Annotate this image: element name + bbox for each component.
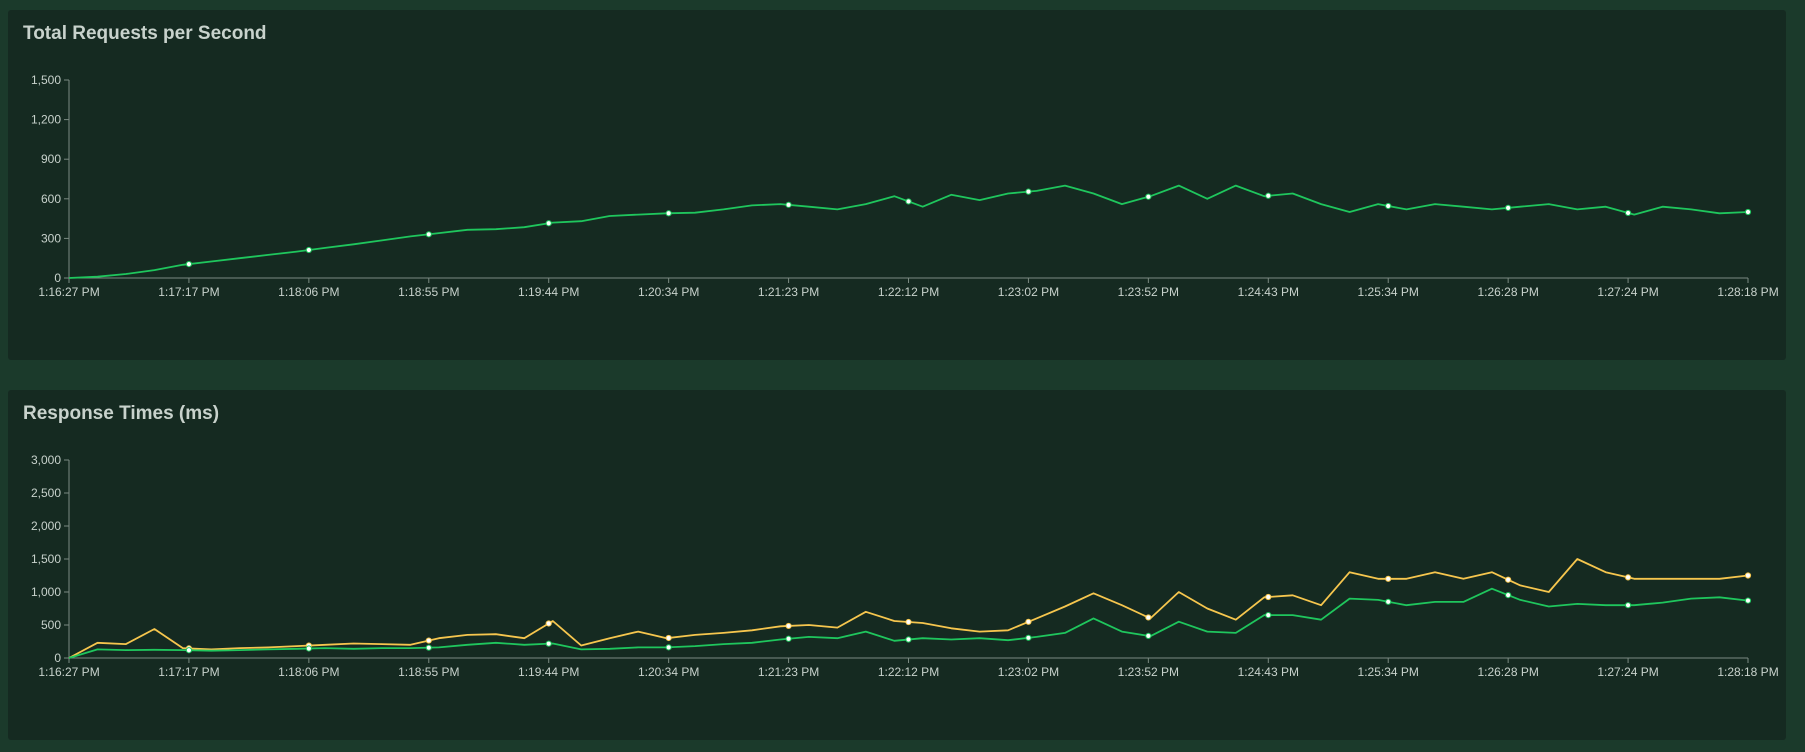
x-tick-label: 1:17:17 PM <box>158 665 219 679</box>
data-point <box>905 198 912 205</box>
x-tick-label: 1:22:12 PM <box>878 285 939 299</box>
x-tick-label: 1:24:43 PM <box>1238 665 1299 679</box>
series-line <box>68 558 1749 659</box>
x-tick-label: 1:18:06 PM <box>278 285 339 299</box>
data-point <box>1624 209 1632 217</box>
data-point <box>785 635 792 642</box>
x-tick-label: 1:17:17 PM <box>158 285 219 299</box>
response-times-panel: Response Times (ms) 0 500 1,000 1,500 2,000 2… <box>8 390 1786 740</box>
data-point <box>1385 598 1392 605</box>
x-tick-label: 1:18:55 PM <box>398 665 459 679</box>
data-point <box>1744 208 1752 216</box>
y-tick-label: 1,200 <box>31 113 61 127</box>
data-point <box>1265 192 1272 199</box>
data-point <box>545 620 552 627</box>
data-point <box>905 636 912 643</box>
data-point <box>1385 202 1392 210</box>
data-point <box>1505 592 1512 599</box>
data-point <box>1744 572 1752 579</box>
data-point <box>665 210 672 217</box>
data-point <box>425 231 432 238</box>
data-point <box>785 201 792 208</box>
x-tick-label: 1:26:28 PM <box>1477 665 1538 679</box>
y-tick-label: 0 <box>54 651 61 665</box>
data-point <box>425 637 432 644</box>
x-tick-label: 1:23:52 PM <box>1118 665 1179 679</box>
data-point <box>1624 574 1632 581</box>
x-tick-label: 1:27:24 PM <box>1597 285 1658 299</box>
y-tick-label: 900 <box>41 152 61 166</box>
x-tick-label: 1:23:02 PM <box>998 665 1059 679</box>
y-tick-label: 1,500 <box>31 552 61 566</box>
x-tick-label: 1:16:27 PM <box>38 665 99 679</box>
data-point <box>185 260 193 268</box>
data-point <box>545 640 552 647</box>
x-tick-label: 1:20:34 PM <box>638 665 699 679</box>
y-tick-label: 1,500 <box>31 73 61 87</box>
y-tick-label: 0 <box>54 271 61 285</box>
x-tick-label: 1:22:12 PM <box>878 665 939 679</box>
y-tick-label: 500 <box>41 618 61 632</box>
x-tick-label: 1:25:34 PM <box>1358 665 1419 679</box>
x-tick-label: 1:24:43 PM <box>1238 285 1299 299</box>
x-tick-label: 1:23:02 PM <box>998 285 1059 299</box>
data-point <box>905 618 912 626</box>
data-point <box>1145 193 1152 200</box>
data-point <box>1505 576 1512 583</box>
data-point <box>305 246 312 254</box>
data-point <box>1385 575 1392 582</box>
y-tick-label: 2,000 <box>31 519 61 533</box>
x-tick-label: 1:23:52 PM <box>1118 285 1179 299</box>
x-tick-label: 1:25:34 PM <box>1358 285 1419 299</box>
data-point <box>1025 618 1032 625</box>
data-point <box>785 622 792 630</box>
x-tick-label: 1:28:18 PM <box>1717 665 1778 679</box>
y-tick-label: 1,000 <box>31 585 61 599</box>
data-point <box>425 644 432 651</box>
panel-title: Total Requests per Second <box>23 23 267 44</box>
y-tick-label: 600 <box>41 192 61 206</box>
data-point <box>1025 634 1032 641</box>
data-point <box>1744 597 1752 604</box>
y-tick-label: 300 <box>41 231 61 245</box>
data-point <box>1624 602 1632 609</box>
data-point <box>1145 614 1152 621</box>
data-point <box>1025 188 1032 195</box>
data-point <box>665 634 672 642</box>
x-tick-label: 1:19:44 PM <box>518 665 579 679</box>
data-point <box>1265 612 1272 619</box>
data-point <box>1145 632 1152 639</box>
requests-per-second-chart: 0 300 600 900 1,200 1,500 1:16:27 PM 1:17:17 PM… <box>31 73 1779 299</box>
data-point <box>1265 593 1272 601</box>
requests-per-second-panel: Total Requests per Second 0 300 600 900 1,20… <box>8 10 1786 360</box>
data-point <box>305 645 312 652</box>
x-tick-label: 1:16:27 PM <box>38 285 99 299</box>
x-tick-label: 1:19:44 PM <box>518 285 579 299</box>
data-point <box>545 220 552 227</box>
x-tick-label: 1:21:23 PM <box>758 665 819 679</box>
x-tick-label: 1:27:24 PM <box>1597 665 1658 679</box>
data-point <box>665 644 672 651</box>
x-tick-label: 1:28:18 PM <box>1717 285 1778 299</box>
x-tick-label: 1:18:06 PM <box>278 665 339 679</box>
y-tick-label: 3,000 <box>31 453 61 467</box>
x-tick-label: 1:20:34 PM <box>638 285 699 299</box>
x-tick-label: 1:18:55 PM <box>398 285 459 299</box>
x-tick-label: 1:26:28 PM <box>1477 285 1538 299</box>
y-tick-label: 2,500 <box>31 486 61 500</box>
data-point <box>185 647 193 654</box>
data-point <box>1505 204 1512 211</box>
panel-title: Response Times (ms) <box>23 403 220 424</box>
response-times-chart: 0 500 1,000 1,500 2,000 2,500 3,000 1:16:27 PM 1… <box>31 453 1779 679</box>
x-tick-label: 1:21:23 PM <box>758 285 819 299</box>
